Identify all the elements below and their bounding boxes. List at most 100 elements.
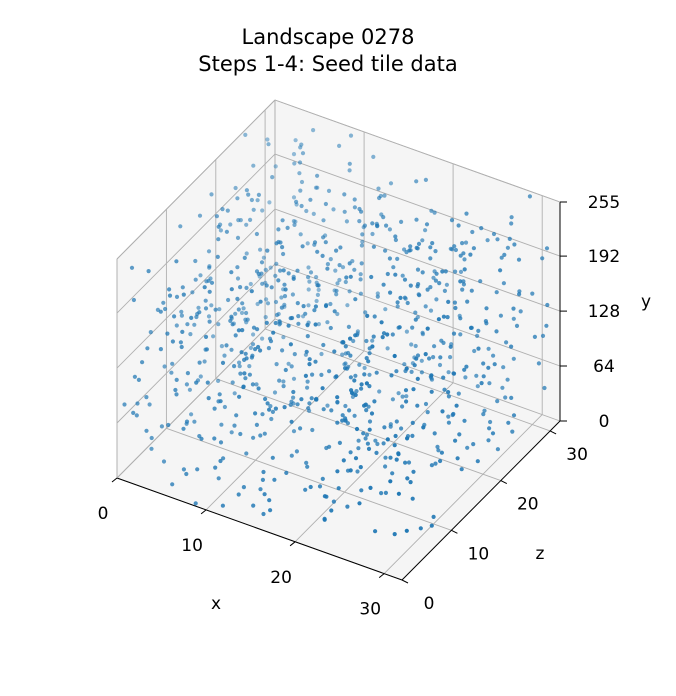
scatter-point — [304, 460, 309, 465]
scatter-point — [415, 353, 421, 358]
scatter-point — [358, 272, 363, 277]
scatter-point — [132, 374, 137, 379]
scatter-point — [403, 460, 408, 465]
scatter-point — [411, 469, 416, 474]
scatter-point — [458, 316, 463, 321]
scatter-point — [305, 385, 310, 390]
scatter-point — [433, 249, 438, 254]
scatter-point — [449, 218, 455, 223]
scatter-point — [209, 303, 214, 308]
scatter-point — [244, 285, 249, 290]
scatter-point — [338, 245, 343, 250]
scatter-point — [387, 256, 392, 261]
scatter-point — [263, 267, 268, 272]
scatter-point — [417, 293, 422, 298]
scatter-point — [247, 372, 252, 377]
scatter-point — [296, 314, 301, 319]
scatter-point — [306, 303, 311, 308]
scatter-point — [306, 287, 311, 292]
scatter-point — [475, 384, 480, 389]
scatter-point — [364, 356, 369, 361]
scatter-point — [165, 331, 170, 336]
chart-title-line-2: Steps 1-4: Seed tile data — [198, 52, 457, 76]
scatter-point — [453, 438, 458, 443]
scatter-point — [451, 331, 457, 336]
scatter-point — [441, 375, 446, 380]
floor-pane — [117, 319, 560, 580]
scatter-point — [393, 433, 398, 439]
scatter-point — [364, 338, 369, 344]
scatter-point — [232, 391, 237, 396]
scatter-point — [277, 322, 282, 327]
scatter-point — [353, 392, 358, 398]
scatter-point — [347, 161, 352, 166]
scatter-point — [358, 277, 363, 282]
scatter-point — [403, 388, 409, 393]
scatter-point — [144, 428, 149, 433]
scatter-point — [367, 384, 372, 389]
z-tick-mark — [451, 529, 458, 534]
scatter-point — [265, 248, 270, 253]
scatter-point — [355, 469, 360, 474]
scatter-point — [347, 408, 352, 413]
scatter-point — [236, 307, 241, 312]
scatter-point — [259, 260, 265, 265]
scatter-point — [258, 433, 263, 438]
scatter-point — [384, 223, 389, 228]
scatter-point — [170, 482, 175, 487]
scatter-point — [377, 389, 382, 394]
scatter-point — [304, 208, 309, 214]
scatter-point — [382, 193, 387, 198]
scatter-point — [269, 416, 274, 422]
scatter-point — [392, 443, 397, 448]
scatter-point — [532, 334, 538, 339]
scatter-point — [268, 339, 274, 344]
scatter-point — [320, 253, 325, 258]
scatter-point — [167, 287, 172, 292]
scatter-point — [375, 294, 380, 299]
scatter-point — [343, 279, 348, 285]
scatter-point — [253, 411, 258, 416]
scatter-point — [420, 270, 425, 275]
scatter-point — [506, 420, 511, 425]
scatter-point — [194, 380, 199, 385]
scatter-point — [464, 211, 469, 216]
scatter-point — [289, 364, 294, 369]
scatter-point — [461, 279, 466, 284]
scatter-point — [268, 404, 273, 409]
scatter-point — [170, 361, 175, 366]
scatter-point — [377, 195, 382, 201]
scatter-point — [322, 517, 327, 522]
scatter-point — [202, 285, 207, 290]
scatter-point — [509, 215, 514, 220]
scatter-point — [437, 281, 442, 286]
scatter-point — [246, 192, 251, 197]
scatter-point — [486, 346, 491, 351]
scatter-point — [240, 328, 245, 333]
scatter-point — [469, 288, 474, 293]
scatter-point — [277, 378, 282, 383]
scatter-point — [485, 238, 490, 243]
scatter-point — [474, 373, 479, 378]
scatter-point — [507, 236, 512, 241]
scatter-point — [395, 256, 400, 261]
scatter-point — [486, 365, 491, 370]
scatter-point — [269, 285, 274, 290]
scatter-point — [415, 403, 420, 408]
scatter-point — [390, 332, 395, 337]
scatter-point — [144, 395, 149, 400]
scatter-point — [389, 373, 394, 378]
scatter-point — [319, 372, 324, 377]
scatter-point — [236, 218, 241, 223]
scatter-point — [149, 435, 154, 441]
scatter-point — [289, 419, 294, 424]
scatter-point — [197, 360, 202, 365]
scatter-point — [147, 402, 152, 407]
scatter-point — [229, 270, 234, 275]
scatter-point — [365, 441, 370, 446]
data-points — [122, 128, 550, 537]
scatter-point — [161, 459, 167, 464]
scatter-point — [321, 407, 326, 412]
scatter-point — [478, 279, 483, 284]
scatter-point — [354, 389, 359, 394]
